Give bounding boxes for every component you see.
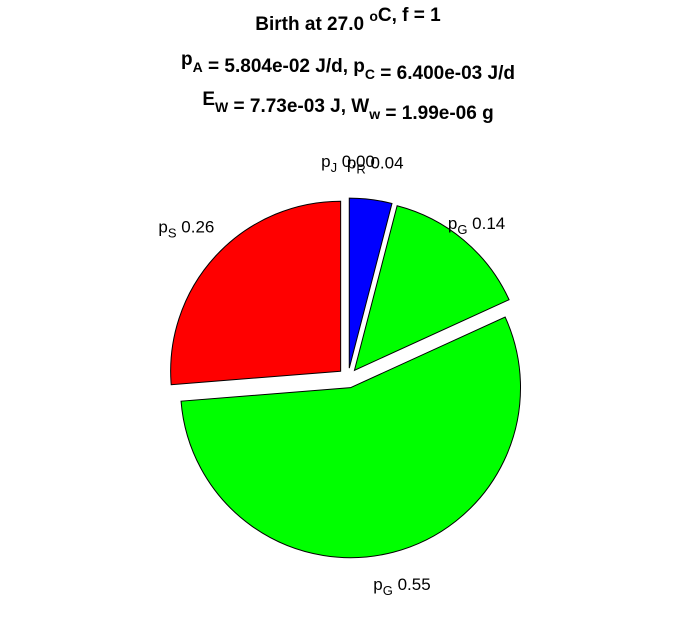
slice-label-pg-2: pG 0.55 — [373, 576, 430, 599]
slice-label-pj-4: pJ 0.00 — [321, 152, 375, 175]
pie-slice-ps-3 — [170, 200, 342, 386]
slice-label-ps-3: pS 0.26 — [158, 218, 214, 241]
slice-label-pg-1: pG 0.14 — [448, 214, 505, 237]
pie-labels: pR 0.04 pG 0.14 pG 0.55 pS 0.26 pJ 0.00 — [158, 152, 505, 598]
pie-slices — [170, 197, 521, 559]
pie-slice-pg-1 — [353, 205, 510, 372]
chart-title: Birth at 27.0 oC, f = 1 pA = 5.804e-02 J/… — [181, 5, 515, 124]
slice-label-pr-0: pR 0.04 — [347, 154, 404, 177]
title-line-2: pA = 5.804e-02 J/d, pC = 6.400e-03 J/d — [181, 49, 515, 84]
pie-slice-pr-0 — [348, 197, 393, 369]
title-line-3: EW = 7.73e-03 J, Ww = 1.99e-06 g — [202, 89, 493, 124]
pie-slice-pg-2 — [180, 316, 521, 559]
title-line-1: Birth at 27.0 oC, f = 1 — [255, 5, 441, 35]
